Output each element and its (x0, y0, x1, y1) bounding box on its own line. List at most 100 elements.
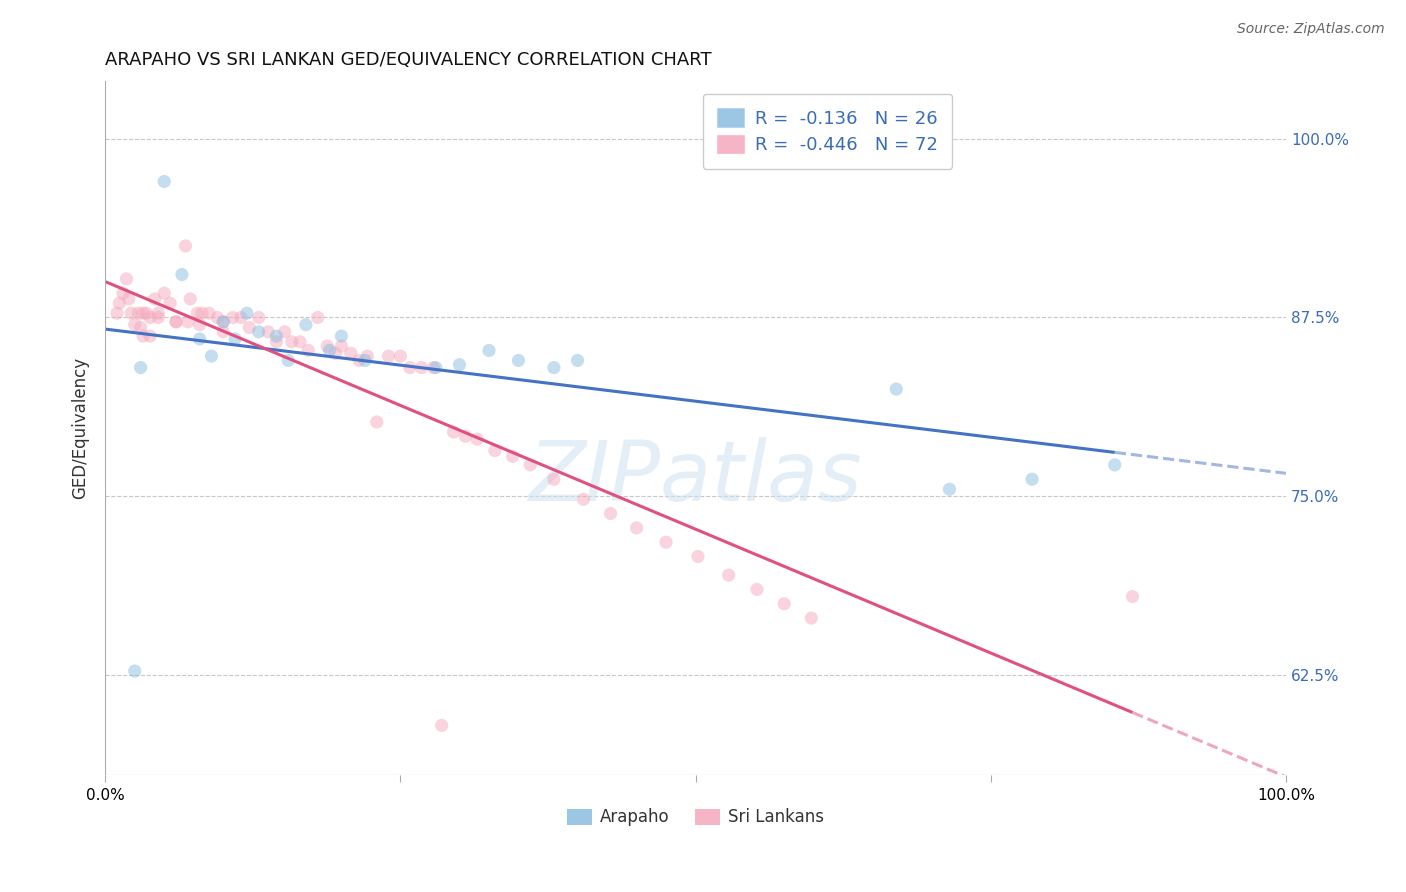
Point (229, 310, 252, 325)
Point (177, 315, 200, 329)
Point (236, 306, 259, 320)
Point (519, 458, 541, 472)
Point (572, 492, 595, 507)
Point (266, 334, 288, 349)
Point (347, 353, 370, 368)
Point (478, 343, 501, 358)
Point (273, 325, 295, 339)
Point (120, 306, 142, 320)
Point (454, 429, 477, 443)
Point (212, 315, 235, 329)
Point (129, 360, 152, 375)
Point (174, 239, 197, 253)
Point (599, 507, 621, 521)
Point (165, 315, 187, 329)
Point (222, 310, 245, 325)
Text: Source: ZipAtlas.com: Source: ZipAtlas.com (1237, 22, 1385, 37)
Text: ZIPatlas: ZIPatlas (529, 436, 862, 517)
Point (132, 306, 155, 320)
Point (212, 325, 235, 339)
Point (465, 432, 488, 446)
Point (543, 472, 565, 486)
Point (295, 318, 318, 332)
Point (422, 360, 444, 375)
Point (153, 286, 176, 301)
Point (266, 329, 288, 343)
Point (449, 358, 471, 372)
Point (281, 334, 304, 349)
Point (411, 360, 433, 375)
Point (1121, 590, 1143, 604)
Point (124, 318, 146, 332)
Point (340, 346, 363, 360)
Point (325, 346, 347, 360)
Point (170, 268, 193, 282)
Point (191, 306, 214, 320)
Point (773, 597, 796, 611)
Point (148, 310, 170, 325)
Point (543, 360, 565, 375)
Point (508, 353, 530, 368)
Point (165, 315, 187, 329)
Point (288, 334, 311, 349)
Point (159, 296, 181, 310)
Point (108, 296, 131, 310)
Point (717, 568, 740, 582)
Point (318, 343, 340, 358)
Point (484, 443, 506, 458)
Point (118, 292, 141, 306)
Point (398, 360, 420, 375)
Point (105, 306, 128, 320)
Point (188, 332, 211, 346)
Point (502, 450, 524, 464)
Point (307, 310, 329, 325)
Point (356, 349, 378, 363)
Point (148, 306, 170, 320)
Point (139, 329, 162, 343)
Point (425, 360, 447, 375)
Point (207, 310, 229, 325)
Point (111, 286, 134, 301)
Point (129, 320, 152, 334)
Point (132, 329, 155, 343)
Point (330, 329, 353, 343)
Point (127, 306, 149, 320)
Point (188, 318, 211, 332)
Point (686, 549, 709, 564)
Point (800, 611, 823, 625)
Y-axis label: GED/Equivalency: GED/Equivalency (72, 358, 89, 500)
Point (179, 292, 201, 306)
Point (186, 306, 208, 320)
Point (316, 339, 339, 353)
Point (143, 292, 166, 306)
Point (430, 718, 453, 732)
Point (135, 306, 157, 320)
Point (745, 582, 768, 597)
Point (884, 382, 907, 396)
Point (297, 343, 319, 358)
Point (389, 349, 412, 363)
Point (200, 349, 222, 363)
Point (330, 339, 353, 353)
Point (354, 353, 377, 368)
Point (377, 349, 399, 363)
Point (124, 664, 146, 678)
Text: ARAPAHO VS SRI LANKAN GED/EQUIVALENCY CORRELATION CHART: ARAPAHO VS SRI LANKAN GED/EQUIVALENCY CO… (105, 51, 711, 69)
Point (1021, 472, 1043, 486)
Legend: Arapaho, Sri Lankans: Arapaho, Sri Lankans (560, 802, 831, 833)
Point (443, 425, 465, 439)
Point (198, 306, 221, 320)
Point (224, 332, 246, 346)
Point (1104, 458, 1126, 472)
Point (153, 175, 176, 189)
Point (626, 521, 648, 535)
Point (247, 325, 270, 339)
Point (366, 415, 388, 429)
Point (212, 315, 235, 329)
Point (115, 272, 138, 286)
Point (567, 353, 589, 368)
Point (277, 353, 299, 368)
Point (257, 325, 280, 339)
Point (247, 310, 270, 325)
Point (139, 310, 162, 325)
